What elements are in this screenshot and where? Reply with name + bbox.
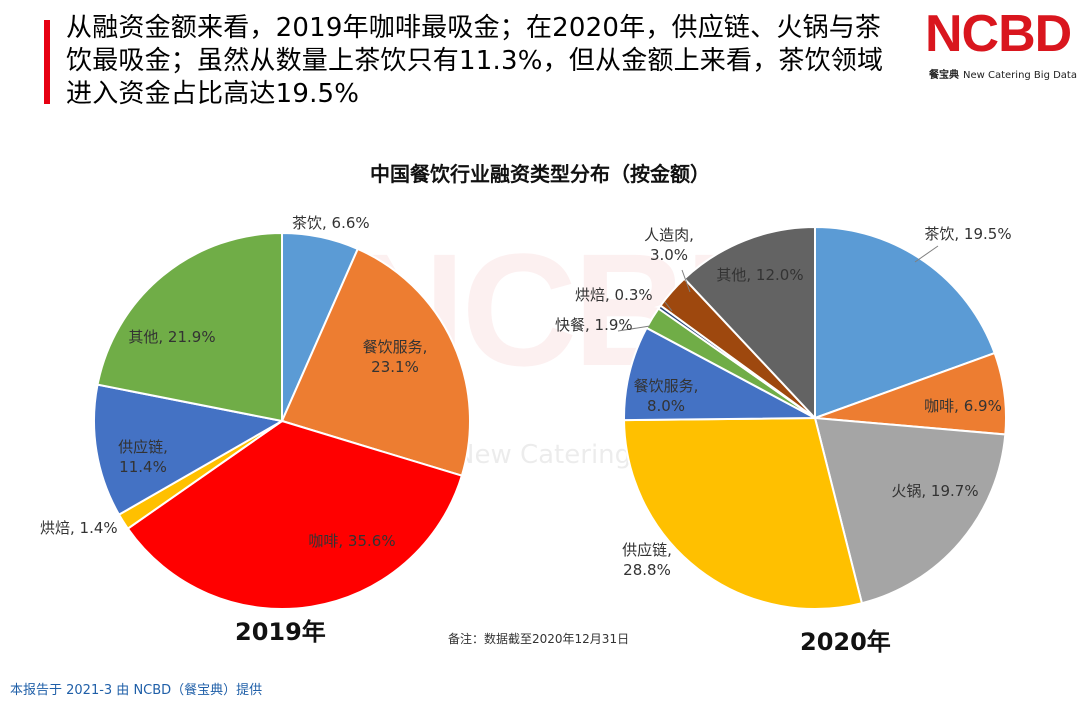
slice-label-其他: 其他, 12.0% bbox=[716, 266, 803, 284]
pie-slice-供应链 bbox=[622, 416, 864, 610]
slice-label-供应链: 供应链, 11.4% bbox=[118, 438, 168, 476]
logo-en: New Catering Big Data bbox=[963, 70, 1077, 81]
slice-label-咖啡: 咖啡, 6.9% bbox=[924, 397, 1002, 415]
slice-label-其他: 其他, 21.9% bbox=[128, 328, 215, 346]
pie-slice-供应链 bbox=[93, 383, 285, 517]
logo-text: NCBD bbox=[925, 5, 1072, 63]
leader-line bbox=[617, 325, 651, 332]
slice-label-烘焙: 烘焙, 0.3% bbox=[575, 286, 653, 304]
slice-label-茶饮: 茶饮, 6.6% bbox=[292, 214, 370, 232]
pie-slice-火锅 bbox=[813, 416, 1007, 605]
year-label-2020: 2020年 bbox=[800, 628, 891, 656]
pie-2020: 茶饮, 19.5% 咖啡, 6.9% 火锅, 19.7% 供应链, 28.8% 餐饮服务,… bbox=[555, 225, 1012, 610]
slice-label-人造肉: 人造肉, 3.0% bbox=[644, 226, 694, 264]
pie-slice-其他 bbox=[682, 225, 816, 421]
headline-accent-bar bbox=[44, 20, 50, 104]
report-footer: 本报告于 2021-3 由 NCBD（餐宝典）提供 bbox=[10, 683, 263, 698]
ncbd-logo: NCBD 餐宝典 New Catering Big Data bbox=[925, 5, 1077, 86]
slice-label-快餐: 快餐, 1.9% bbox=[555, 316, 633, 334]
slice-label-火锅: 火锅, 19.7% bbox=[891, 482, 978, 500]
data-note: 备注：数据截至2020年12月31日 bbox=[448, 632, 630, 646]
slice-label-烘焙: 烘焙, 1.4% bbox=[40, 519, 118, 537]
slice-label-供应链: 供应链, 28.8% bbox=[622, 541, 672, 579]
slice-label-餐饮服务: 餐饮服务, 8.0% bbox=[634, 377, 699, 415]
pie-2019: 茶饮, 6.6% 餐饮服务, 23.1% 咖啡, 35.6% 烘焙, 1.4% 供应链, 1… bbox=[40, 214, 471, 610]
leader-line bbox=[664, 301, 673, 312]
pie-slice-餐饮服务 bbox=[280, 247, 471, 477]
pie-slice-餐饮服务 bbox=[623, 326, 816, 422]
headline: 从融资金额来看，2019年咖啡最吸金；在2020年，供应链、火锅与茶饮最吸金；虽… bbox=[66, 13, 884, 109]
chart-title: 中国餐饮行业融资类型分布（按金额） bbox=[370, 162, 710, 186]
slice-label-餐饮服务: 餐饮服务, 23.1% bbox=[363, 338, 428, 376]
pie-slice-其他 bbox=[96, 231, 283, 423]
leader-line bbox=[914, 245, 939, 263]
logo-subtitle: 餐宝典 New Catering Big Data bbox=[929, 66, 1077, 81]
leader-line bbox=[681, 269, 691, 293]
slice-label-茶饮: 茶饮, 19.5% bbox=[924, 225, 1011, 243]
slice-label-咖啡: 咖啡, 35.6% bbox=[308, 532, 395, 550]
logo-cn: 餐宝典 bbox=[929, 70, 959, 81]
pie-slice-茶饮 bbox=[814, 225, 996, 420]
pie-slice-咖啡 bbox=[126, 419, 464, 610]
year-label-2019: 2019年 bbox=[235, 618, 326, 646]
